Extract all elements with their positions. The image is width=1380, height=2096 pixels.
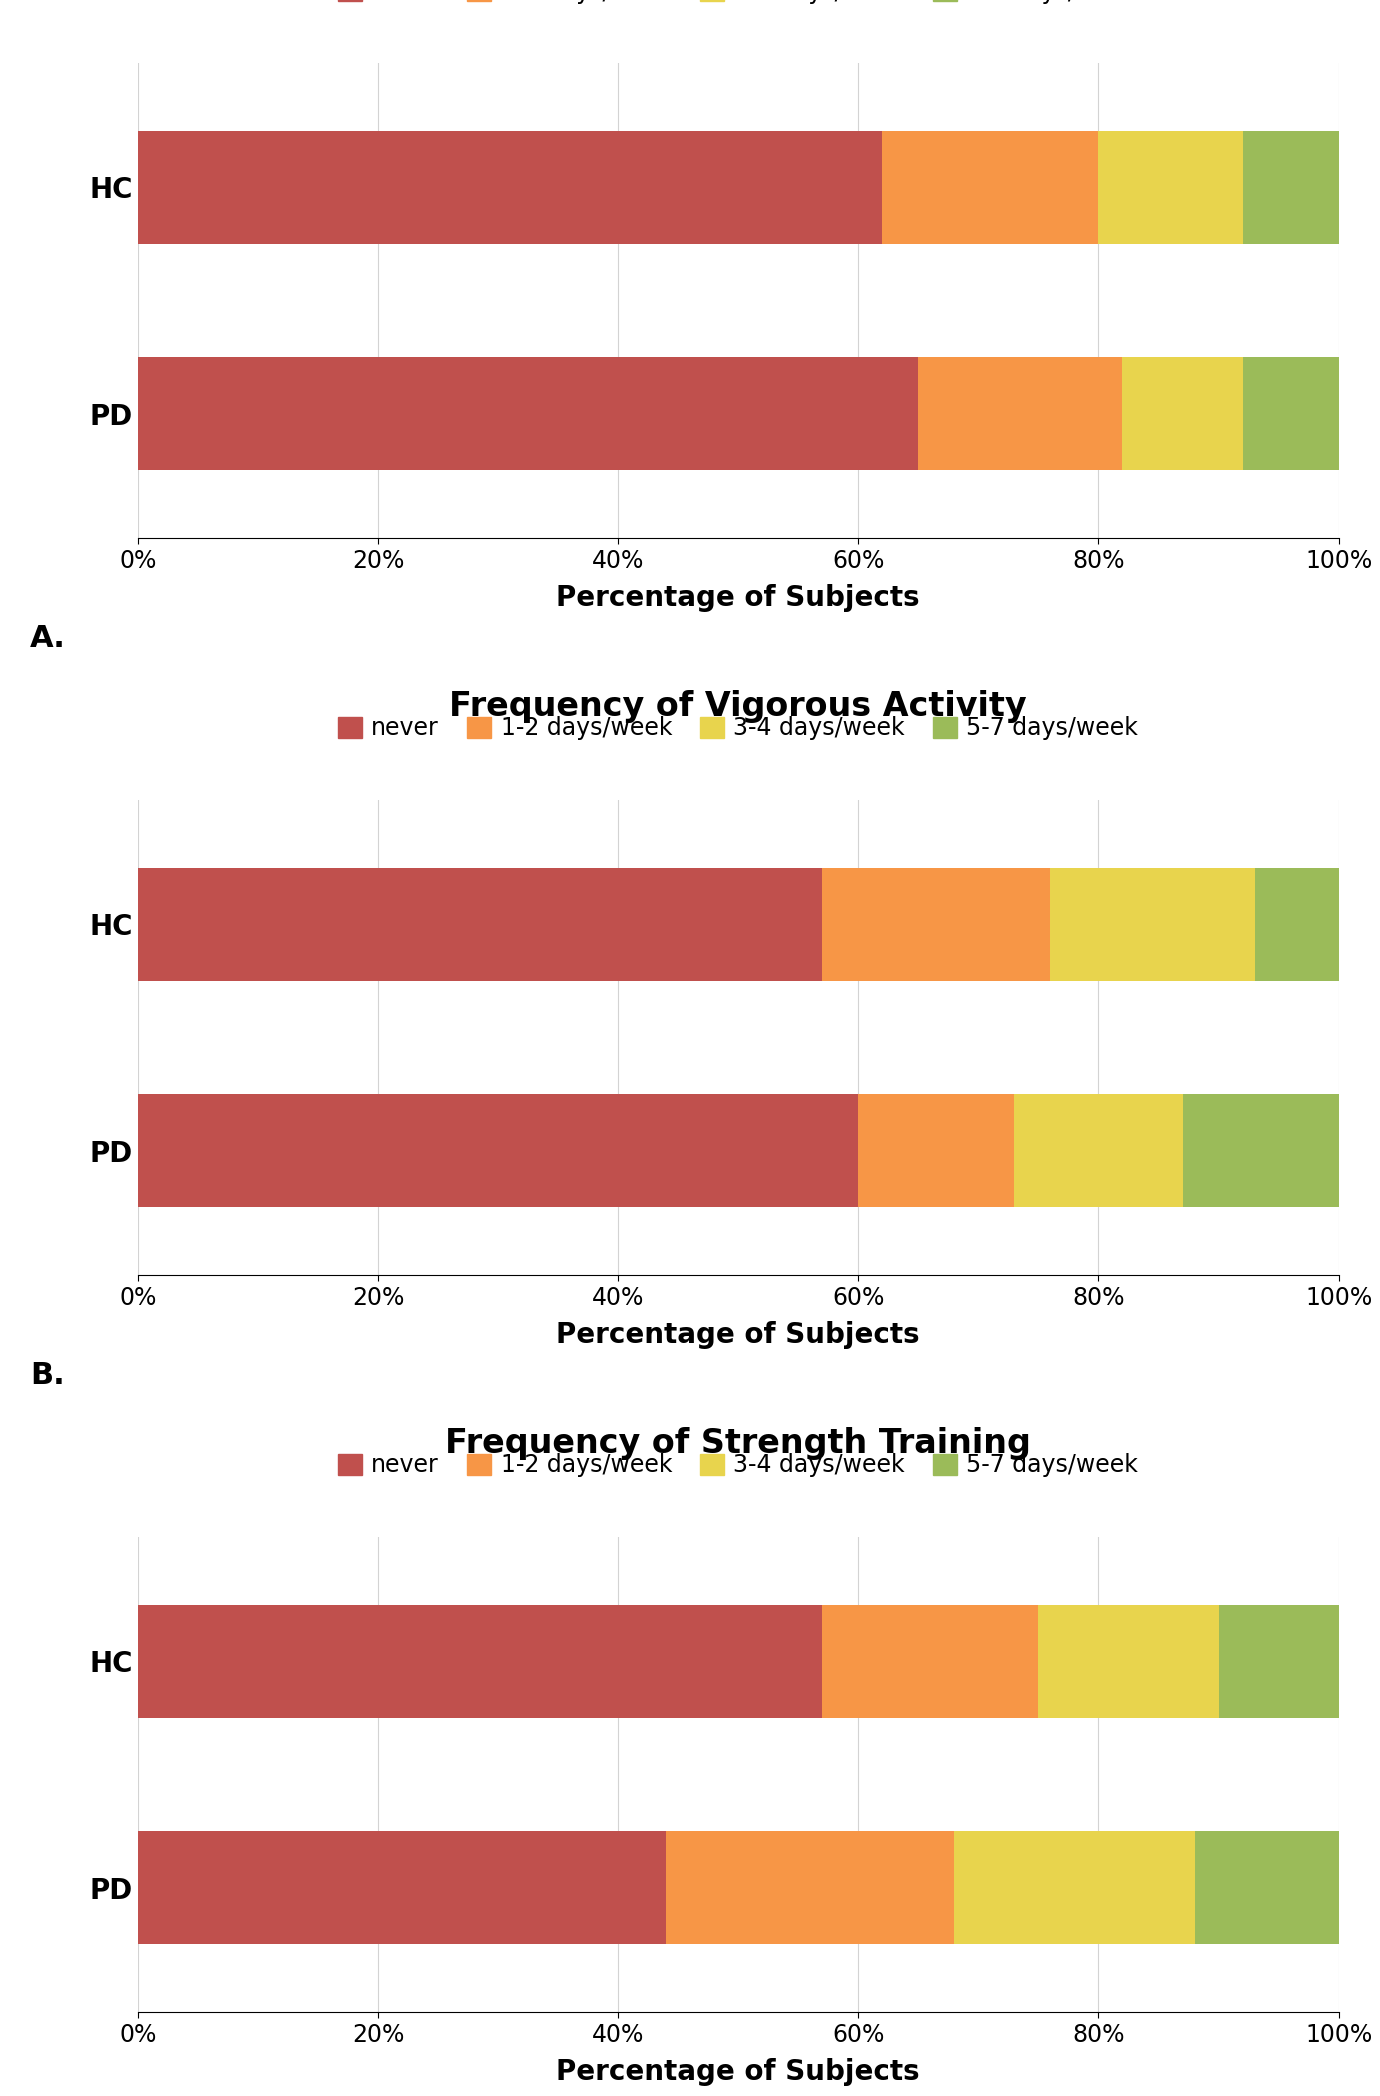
Bar: [1195, 1832, 1339, 1945]
Bar: [858, 1094, 1014, 1207]
Text: A.: A.: [30, 625, 66, 652]
Legend: never, 1-2 days/week, 3-4 days/week, 5-7 days/week: never, 1-2 days/week, 3-4 days/week, 5-7…: [328, 706, 1148, 750]
Legend: never, 1-2 days/week, 3-4 days/week, 5-7 days/week: never, 1-2 days/week, 3-4 days/week, 5-7…: [328, 0, 1148, 13]
Bar: [1039, 1606, 1219, 1719]
Bar: [1098, 130, 1242, 243]
Bar: [138, 130, 882, 243]
X-axis label: Percentage of Subjects: Percentage of Subjects: [556, 585, 920, 612]
X-axis label: Percentage of Subjects: Percentage of Subjects: [556, 2058, 920, 2086]
Legend: never, 1-2 days/week, 3-4 days/week, 5-7 days/week: never, 1-2 days/week, 3-4 days/week, 5-7…: [328, 1444, 1148, 1486]
Text: B.: B.: [30, 1360, 65, 1390]
Bar: [138, 1606, 822, 1719]
Bar: [1242, 130, 1339, 243]
Bar: [822, 1606, 1039, 1719]
Bar: [138, 1094, 858, 1207]
Bar: [138, 356, 919, 470]
Bar: [138, 1832, 667, 1945]
Bar: [919, 356, 1122, 470]
Bar: [822, 868, 1050, 981]
Bar: [1219, 1606, 1339, 1719]
Bar: [1242, 356, 1339, 470]
Bar: [138, 868, 822, 981]
Title: Frequency of Vigorous Activity: Frequency of Vigorous Activity: [450, 690, 1027, 723]
Bar: [882, 130, 1098, 243]
Bar: [955, 1832, 1195, 1945]
X-axis label: Percentage of Subjects: Percentage of Subjects: [556, 1320, 920, 1348]
Bar: [1122, 356, 1242, 470]
Bar: [667, 1832, 955, 1945]
Bar: [1254, 868, 1339, 981]
Bar: [1050, 868, 1254, 981]
Bar: [1014, 1094, 1183, 1207]
Title: Frequency of Strength Training: Frequency of Strength Training: [446, 1427, 1031, 1461]
Bar: [1183, 1094, 1339, 1207]
